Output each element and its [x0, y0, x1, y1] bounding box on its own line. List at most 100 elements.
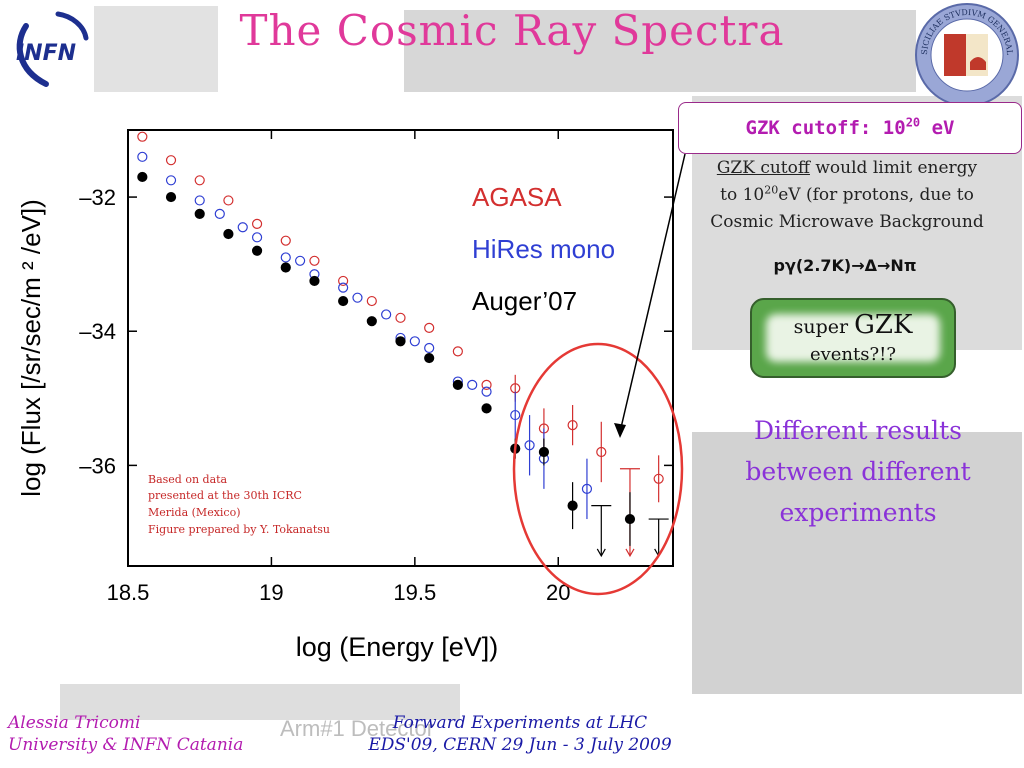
- y-axis-label: log (Flux [/sr/sec/m ² /eV]): [16, 199, 46, 497]
- agasa-point: [452, 346, 463, 357]
- hires-mono-point: [194, 195, 205, 206]
- agasa-point: [366, 295, 377, 307]
- legend-hires-mono: HiRes mono: [472, 234, 615, 264]
- agasa-point: [567, 420, 578, 431]
- gzk-text-line1: would limit energy: [809, 158, 978, 178]
- auger-07-point: [366, 316, 377, 327]
- hires-mono-point: [524, 440, 535, 451]
- auger-07-point: [395, 336, 406, 347]
- agasa-point: [653, 473, 664, 484]
- background-panel-right-bottom: [692, 432, 1022, 694]
- y-tick-label: –34: [79, 319, 116, 344]
- agasa-point: [251, 218, 263, 230]
- auger-07-point: [223, 228, 234, 240]
- y-tick-label: –36: [79, 453, 116, 478]
- gzk-explanation: GZK cutoff would limit energy to 1020eV …: [682, 155, 1012, 236]
- hires-mono-point: [424, 342, 435, 354]
- infn-logo: INFN: [16, 11, 89, 87]
- plot-panel: [0, 96, 692, 684]
- footer-affiliation: University & INFN Catania: [8, 735, 244, 755]
- slide-title: The Cosmic Ray Spectra: [239, 6, 785, 55]
- auger-07-point: [424, 352, 435, 364]
- annotation-line-3: Merida (Mexico): [148, 506, 241, 519]
- y-tick-label: –32: [79, 185, 116, 210]
- auger-07-point: [194, 208, 205, 219]
- different-results-text: Different results between different expe…: [745, 416, 971, 527]
- gzk-text-line2: eV (for protons, due to: [778, 185, 974, 205]
- hires-mono-point: [214, 208, 225, 219]
- agasa-point: [309, 255, 320, 266]
- gzk-text-line2-pre: to 10: [720, 185, 765, 205]
- gzk-text-line3: Cosmic Microwave Background: [710, 212, 984, 232]
- university-seal: SICILIAE STVDIVM GENERALE 1434: [914, 2, 1019, 107]
- annotation-arrow: [619, 153, 686, 433]
- hires-mono-point: [251, 232, 263, 243]
- gzk-reaction: pγ(2.7K)→Δ→Nπ: [773, 256, 917, 275]
- annotation-arrowhead: [614, 423, 626, 438]
- gzk-box-suffix: eV: [920, 117, 955, 139]
- gzk-box-exponent: 20: [905, 115, 921, 130]
- agasa-upper-limit-arrow: [625, 548, 635, 558]
- infn-logo-text: INFN: [16, 41, 76, 66]
- legend-auger: Auger’07: [472, 286, 577, 316]
- gzk-cutoff-link: GZK cutoff: [716, 158, 810, 178]
- gzk-word: GZK: [854, 310, 913, 340]
- agasa-point: [395, 312, 406, 323]
- hires-mono-point: [280, 252, 291, 263]
- hires-mono-point: [295, 255, 306, 266]
- auger-07-point: [624, 513, 636, 525]
- footer-conference-line2: EDS'09, CERN 29 Jun - 3 July 2009: [368, 735, 672, 755]
- agasa-point: [424, 322, 435, 333]
- auger-07-point: [481, 403, 492, 414]
- cosmic-ray-spectrum-chart: 18.5 19 19.5 20–32–34–36 log (Energy [eV]) …: [16, 129, 686, 662]
- gzk-box-prefix: GZK cutoff: 10: [745, 117, 906, 139]
- hires-mono-point: [510, 409, 521, 421]
- highlight-ellipse: [512, 342, 684, 596]
- hires-mono-point: [481, 386, 492, 397]
- hires-mono-point: [338, 282, 349, 293]
- x-tick-label: 19.5: [393, 580, 436, 605]
- auger-07-point: [452, 379, 463, 390]
- legend-agasa: AGASA: [472, 182, 562, 212]
- footer-author: Alessia Tricomi: [8, 713, 141, 733]
- x-tick-label: 18.5: [107, 580, 150, 605]
- footer-conference-line1: Forward Experiments at LHC: [392, 713, 648, 733]
- agasa-point: [165, 155, 177, 166]
- hires-mono-point: [381, 309, 392, 320]
- gzk-text-exponent: 20: [764, 183, 779, 197]
- hires-mono-point: [165, 175, 177, 186]
- footer-author-block: Alessia Tricomi University & INFN Catani…: [8, 712, 243, 756]
- hires-mono-point: [581, 483, 593, 494]
- super-gzk-events-button[interactable]: super GZK events?!?: [750, 298, 956, 378]
- annotation-line-2: presented at the 30th ICRC: [148, 489, 302, 502]
- auger-07-point: [309, 275, 320, 287]
- footer-conference-block: Forward Experiments at LHC EDS'09, CERN …: [300, 712, 740, 756]
- super-gzk-line1: super GZK: [752, 310, 954, 340]
- agasa-point: [137, 131, 148, 142]
- x-tick-label: 19: [259, 580, 283, 605]
- auger-07-point: [338, 295, 349, 307]
- hires-mono-point: [237, 222, 248, 233]
- auger-07-point: [538, 446, 550, 458]
- super-word: super: [793, 316, 855, 338]
- hires-mono-point: [137, 151, 148, 162]
- background-panel-bottom-left: [60, 684, 460, 720]
- auger-07-point: [567, 500, 578, 511]
- super-gzk-line2: events?!?: [809, 344, 897, 365]
- x-axis-label: log (Energy [eV]): [296, 632, 499, 662]
- agasa-point: [194, 175, 205, 186]
- agasa-point: [596, 446, 607, 458]
- auger-07-point: [251, 245, 263, 256]
- agasa-point: [280, 235, 291, 246]
- agasa-point: [223, 195, 234, 206]
- auger-07-upper-limit-arrow: [596, 548, 606, 558]
- plot-frame: [127, 129, 674, 567]
- hires-mono-point: [467, 379, 478, 390]
- agasa-point: [481, 379, 492, 390]
- annotation-line-1: Based on data: [148, 473, 228, 486]
- auger-07-point: [165, 191, 177, 203]
- background-label: Arm#1 Detector: [280, 716, 435, 741]
- gzk-cutoff-box: GZK cutoff: 1020 eV: [678, 102, 1022, 154]
- background-panel-top-left: [94, 6, 218, 92]
- hires-mono-point: [409, 336, 420, 347]
